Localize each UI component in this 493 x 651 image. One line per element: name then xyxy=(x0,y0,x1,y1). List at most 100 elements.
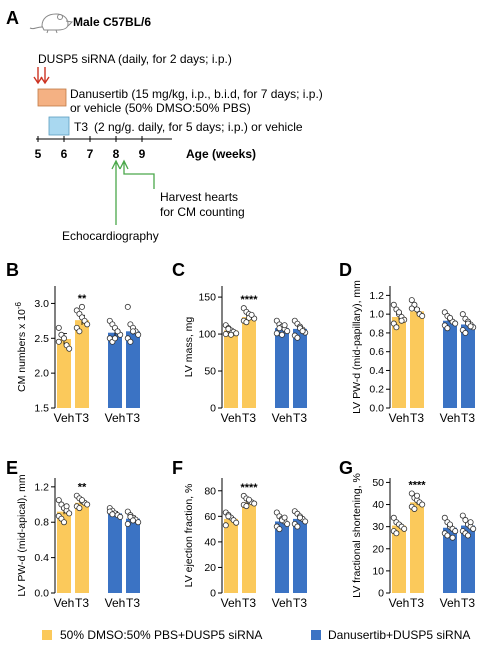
panel-f-category-label-3: Veh xyxy=(272,596,293,610)
panel-c-point xyxy=(281,322,288,329)
panel-f-y-tick-label: 80 xyxy=(204,485,216,497)
panel-d: D 0.0 0.2 0.4 0.6 0.8 1.0 1.2 LV PW-d (mid-papil… xyxy=(339,260,477,425)
panel-c-point xyxy=(225,325,232,332)
panel-g-point xyxy=(462,517,469,524)
panel-f-bar-1 xyxy=(224,518,238,593)
panel-f-category-label-2: T3 xyxy=(242,596,256,610)
panel-g-letter: G xyxy=(339,458,353,478)
panel-e-category-label-1: Veh xyxy=(54,596,75,610)
panel-e-point xyxy=(117,513,124,520)
panel-g-point xyxy=(419,501,426,508)
panel-d-bar-2 xyxy=(410,311,424,408)
panel-g-y-tick-label: 30 xyxy=(372,521,384,533)
panel-f-point xyxy=(225,513,232,520)
panel-g-point xyxy=(444,532,451,539)
panel-c-point xyxy=(227,331,234,338)
panel-g-point xyxy=(452,528,459,535)
panel-c-category-label-4: T3 xyxy=(293,411,307,425)
danusertib-regimen-line2: or vehicle (50% DMSO:50% PBS) xyxy=(70,101,251,115)
panel-f-point xyxy=(233,519,240,526)
panel-b-point xyxy=(135,331,142,338)
panel-d-y-tick-label: 0.4 xyxy=(369,365,384,377)
panel-c-y-tick-label: 50 xyxy=(204,366,216,378)
harvest-label-line1: Harvest hearts xyxy=(160,190,238,204)
panel-g-y-tick-label: 20 xyxy=(372,543,384,555)
panel-e-category-label-4: T3 xyxy=(126,596,140,610)
panel-b-point xyxy=(55,338,62,345)
panel-g-point xyxy=(467,519,474,526)
panel-g-bar-1 xyxy=(392,525,406,593)
legend-label-vehicle: 50% DMSO:50% PBS+DUSP5 siRNA xyxy=(60,628,262,642)
panel-g-point xyxy=(411,505,418,512)
panel-e-y-tick-label: 0.0 xyxy=(34,588,49,600)
panel-c-point xyxy=(273,330,280,337)
panel-g-y-axis-label: LV fractional shortening, % xyxy=(351,473,363,598)
panel-c-bar-4 xyxy=(293,328,307,408)
panel-g-y-tick-label: 40 xyxy=(372,499,384,511)
panel-e-category-label-2: T3 xyxy=(75,596,89,610)
panel-d-category-label-4: T3 xyxy=(461,411,475,425)
panel-c-point xyxy=(243,319,250,326)
panel-g-bar-3 xyxy=(443,527,457,593)
panel-e-y-tick-label: 0.4 xyxy=(34,552,49,564)
panel-f-point xyxy=(276,526,283,533)
panel-g-category-label-3: Veh xyxy=(440,596,461,610)
panel-d-point xyxy=(419,313,426,320)
panel-c-y-tick-label: 100 xyxy=(198,329,216,341)
panel-b-point xyxy=(55,324,62,331)
panel-f-point xyxy=(302,518,309,525)
panel-e-point xyxy=(129,517,136,524)
panel-c-category-label-3: Veh xyxy=(272,411,293,425)
harvest-arrow xyxy=(119,159,155,189)
panel-e-point xyxy=(124,521,131,528)
panel-g-y-tick-label: 50 xyxy=(372,477,384,489)
panel-e: E 0.0 0.4 0.8 1.2 LV PW-d (mid-apical), mm Veh… xyxy=(6,458,142,610)
panel-f-point xyxy=(251,500,258,507)
panel-g-point xyxy=(393,530,400,537)
panel-g: G 0 10 20 30 40 50 LV fractional shortening, % V… xyxy=(339,458,477,610)
panel-a-letter: A xyxy=(6,8,19,28)
panel-f-y-axis-label: LV ejection fraction, % xyxy=(183,484,195,588)
panel-b-point xyxy=(127,338,134,345)
panel-f-letter: F xyxy=(172,458,183,478)
t3-box-label: T3 xyxy=(74,120,88,134)
panel-d-bar-4 xyxy=(461,324,475,408)
panel-e-y-axis-label: LV PW-d (mid-apical), mm xyxy=(16,474,28,596)
panel-d-point xyxy=(408,297,415,304)
panel-b-point xyxy=(124,303,131,310)
mouse-icon xyxy=(29,13,74,34)
panel-b-category-label-1: Veh xyxy=(54,411,75,425)
panel-e-point xyxy=(109,511,116,518)
panel-d-category-label-2: T3 xyxy=(410,411,424,425)
mouse-strain-label: Male C57BL/6 xyxy=(73,15,151,29)
panel-d-point xyxy=(446,314,453,321)
panel-c-y-axis-label: LV mass, mg xyxy=(183,317,195,378)
panel-c-point xyxy=(294,334,301,341)
panel-b-letter: B xyxy=(6,260,19,280)
panel-d-point xyxy=(395,309,402,316)
panel-f-y-tick-label: 20 xyxy=(204,562,216,574)
panel-f-bar-3 xyxy=(275,521,289,593)
panel-f: F 0 20 40 60 80 LV ejection fraction, % Veh ****… xyxy=(172,458,309,610)
t3-regimen-label: (2 ng/g. daily, for 5 days; i.p.) or veh… xyxy=(94,120,303,134)
panel-e-point xyxy=(63,503,70,510)
panel-g-point xyxy=(390,514,397,521)
legend-swatch-danusertib xyxy=(311,630,321,640)
panel-e-y-tick-label: 1.2 xyxy=(34,481,49,493)
panel-e-bar-3 xyxy=(108,513,122,593)
panel-e-point xyxy=(55,497,62,504)
panel-f-significance-2: **** xyxy=(240,482,258,494)
t3-period-box xyxy=(48,116,70,136)
panel-f-bar-2 xyxy=(242,502,256,593)
panel-c-point xyxy=(278,331,285,338)
panel-d-point xyxy=(398,317,405,324)
panel-d-y-axis-label: LV PW-d (mid-papillary), mm xyxy=(351,280,363,414)
panel-b-point xyxy=(76,328,83,335)
panel-b-category-label-3: Veh xyxy=(105,411,126,425)
danusertib-period-box xyxy=(37,88,67,107)
week-ticks: 5 6 7 8 9 xyxy=(35,136,146,161)
